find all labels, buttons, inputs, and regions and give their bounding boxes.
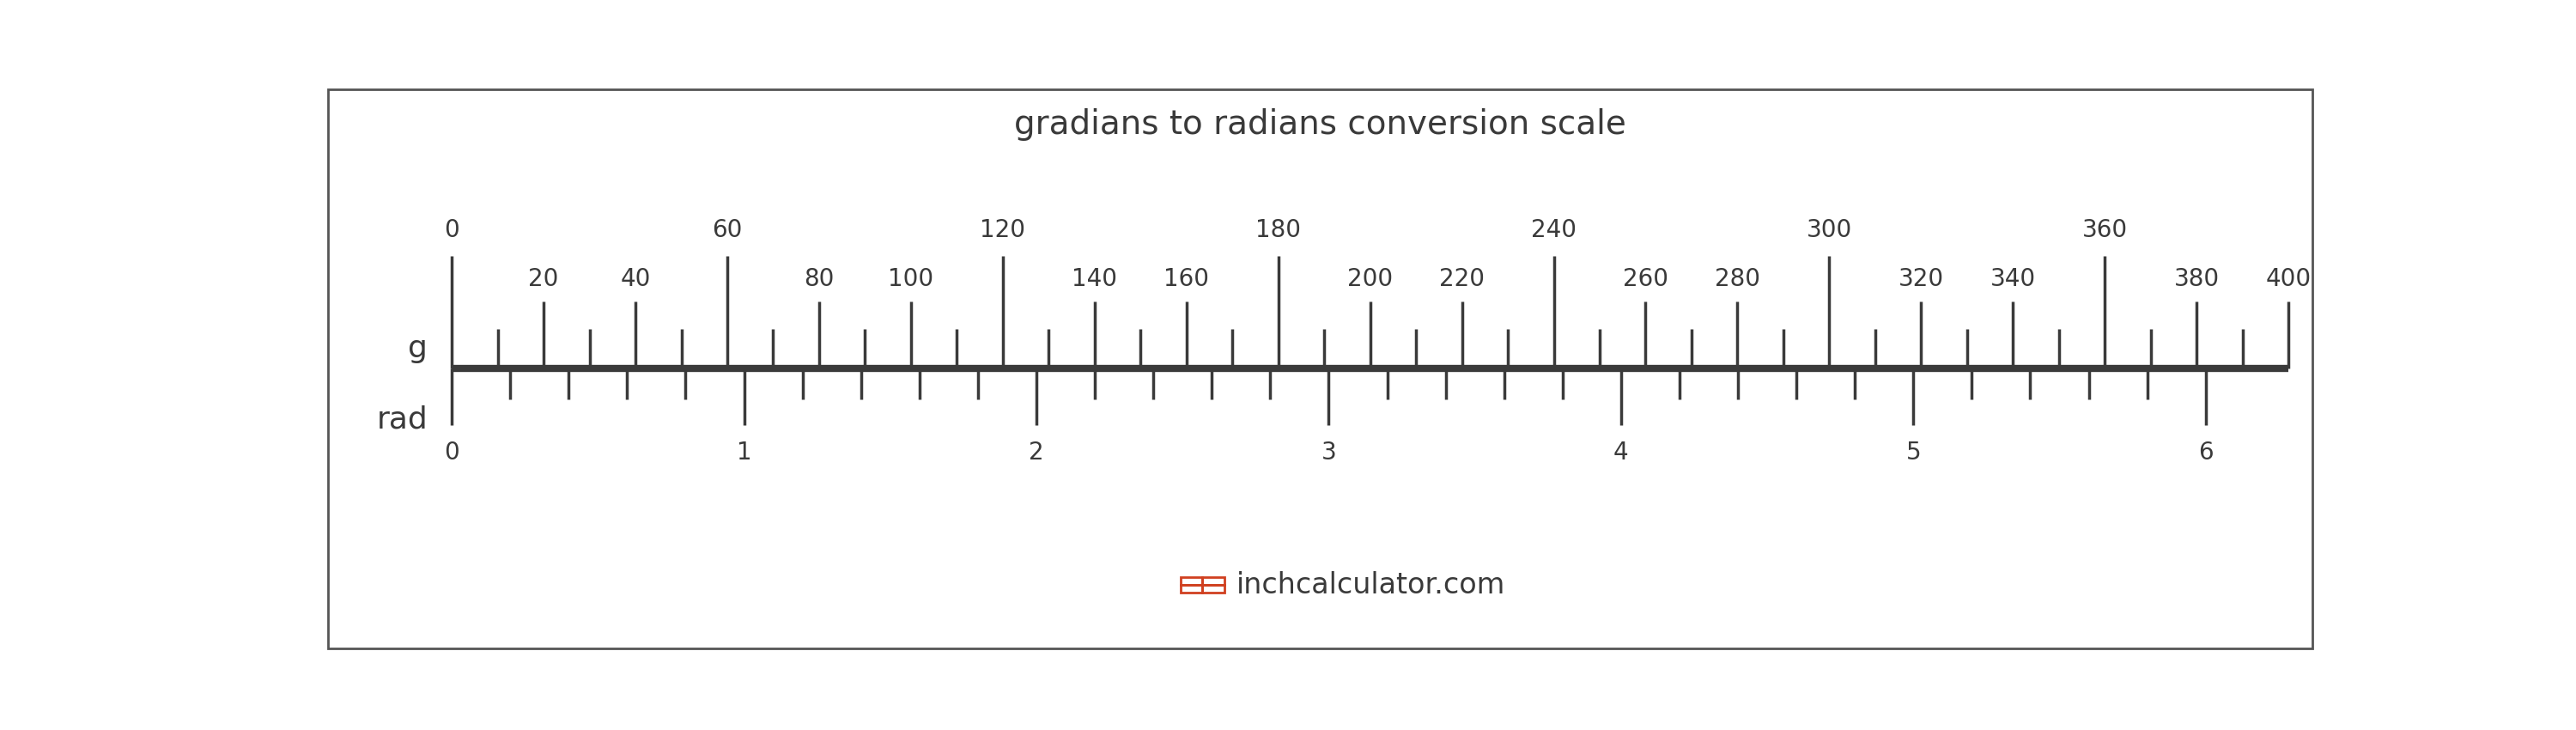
Text: 40: 40: [621, 267, 652, 291]
Text: 140: 140: [1072, 267, 1118, 291]
Text: 360: 360: [2081, 218, 2128, 242]
Text: rad: rad: [376, 404, 428, 434]
Text: 120: 120: [979, 218, 1025, 242]
Text: 340: 340: [1991, 267, 2035, 291]
Text: 320: 320: [1899, 267, 1945, 291]
Text: 20: 20: [528, 267, 559, 291]
Text: 260: 260: [1623, 267, 1669, 291]
Text: 6: 6: [2197, 441, 2213, 465]
Text: 200: 200: [1347, 267, 1394, 291]
Text: 300: 300: [1806, 218, 1852, 242]
Bar: [1203, 585, 1224, 593]
Text: 220: 220: [1440, 267, 1484, 291]
Text: 80: 80: [804, 267, 835, 291]
Text: 3: 3: [1321, 441, 1337, 465]
Text: 280: 280: [1716, 267, 1759, 291]
Text: 4: 4: [1613, 441, 1628, 465]
Text: 2: 2: [1028, 441, 1043, 465]
Text: g: g: [407, 334, 428, 363]
Text: inchcalculator.com: inchcalculator.com: [1236, 571, 1504, 599]
Text: 0: 0: [443, 218, 459, 242]
Text: 0: 0: [443, 441, 459, 465]
Text: 160: 160: [1164, 267, 1208, 291]
Text: 100: 100: [889, 267, 933, 291]
Text: 400: 400: [2267, 267, 2311, 291]
Text: 60: 60: [711, 218, 742, 242]
Text: 180: 180: [1255, 218, 1301, 242]
Text: 380: 380: [2174, 267, 2221, 291]
Text: 5: 5: [1906, 441, 1922, 465]
Text: gradians to radians conversion scale: gradians to radians conversion scale: [1015, 108, 1625, 140]
Text: 240: 240: [1530, 218, 1577, 242]
Text: 1: 1: [737, 441, 752, 465]
Bar: [1203, 577, 1224, 585]
Bar: [1180, 585, 1203, 593]
Bar: [1180, 577, 1203, 585]
